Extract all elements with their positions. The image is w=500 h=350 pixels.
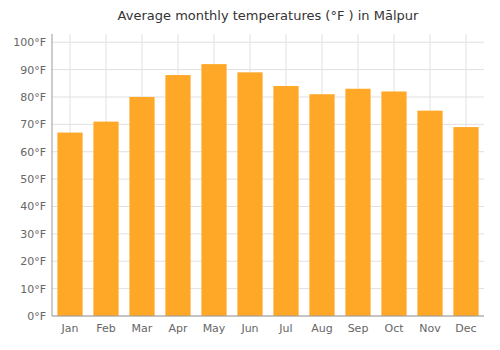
y-grid-line [52, 316, 484, 317]
y-tick-label: 90°F [20, 64, 46, 77]
bar [237, 72, 262, 316]
y-grid-line [52, 96, 484, 97]
y-tick-label: 20°F [20, 255, 46, 268]
chart-svg: Average monthly temperatures (°F ) in Mā… [0, 0, 500, 350]
y-tick-label: 30°F [20, 228, 46, 241]
bars [57, 64, 478, 316]
bar [93, 122, 118, 316]
x-tick-label: Jan [61, 322, 79, 335]
y-grid-line [52, 42, 484, 43]
y-tick-label: 100°F [13, 36, 46, 49]
x-tick-label: Sep [348, 322, 369, 335]
x-tick-label: Jul [278, 322, 292, 335]
y-grid-line [52, 69, 484, 70]
x-tick-label: Oct [384, 322, 404, 335]
bar [273, 86, 298, 316]
x-axis-line [52, 316, 484, 317]
bar [129, 97, 154, 316]
bar [309, 94, 334, 316]
y-tick-label: 80°F [20, 91, 46, 104]
chart-title: Average monthly temperatures (°F ) in Mā… [118, 8, 419, 23]
x-tick-label: Nov [419, 322, 441, 335]
x-tick-label: Apr [168, 322, 188, 335]
bar [201, 64, 226, 316]
x-tick-label: Feb [96, 322, 115, 335]
bar [381, 91, 406, 316]
x-tick-label: Jun [240, 322, 258, 335]
y-tick-label: 70°F [20, 118, 46, 131]
bar [345, 89, 370, 316]
y-tick-label: 0°F [27, 310, 46, 323]
x-tick-label: May [203, 322, 226, 335]
x-tick-label: Dec [455, 322, 476, 335]
y-axis-line [52, 34, 53, 316]
x-tick-label: Mar [132, 322, 153, 335]
bar [57, 133, 82, 316]
y-tick-label: 40°F [20, 200, 46, 213]
bar [165, 75, 190, 316]
y-tick-label: 50°F [20, 173, 46, 186]
grid [52, 34, 484, 316]
bar [453, 127, 478, 316]
x-tick-label: Aug [311, 322, 332, 335]
y-tick-label: 60°F [20, 146, 46, 159]
y-tick-label: 10°F [20, 283, 46, 296]
chart-container: Average monthly temperatures (°F ) in Mā… [0, 0, 500, 350]
bar [417, 111, 442, 316]
